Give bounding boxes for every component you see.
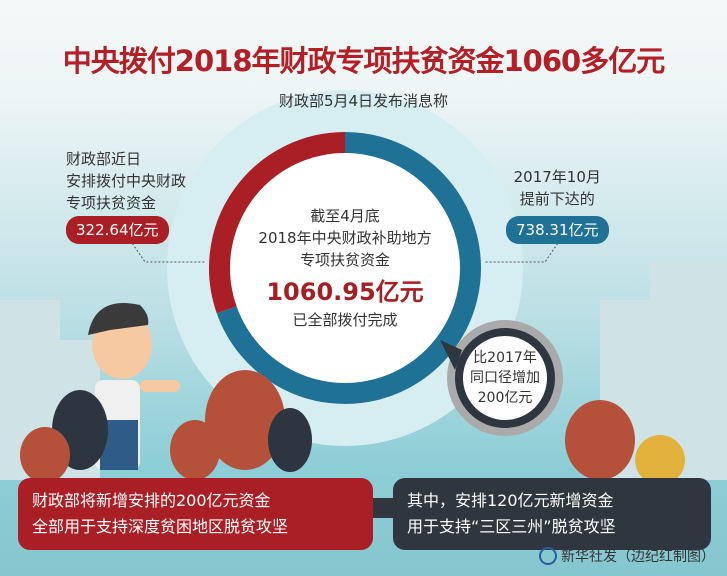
right-note-line: 2017年10月 (513, 168, 601, 186)
box-line: 财政部将新增安排的200亿元资金 (32, 491, 271, 510)
page-title: 中央拨付2018年财政专项扶贫资金1060多亿元 (62, 44, 665, 78)
left-amount-badge: 322.64亿元 (66, 216, 169, 244)
center-text: 截至4月底 2018年中央财政补助地方 专项扶贫资金 1060.95亿元 已全部… (235, 205, 455, 331)
donut-center (230, 153, 460, 383)
center-line: 2018年中央财政补助地方 (258, 229, 432, 247)
center-line: 截至4月底 (310, 207, 380, 225)
red-segment (209, 132, 346, 314)
bubble-line: 同口径增加 (470, 370, 540, 386)
left-leader-line (129, 239, 205, 263)
blue-segment (216, 132, 481, 404)
box-line: 用于支持“三区三州”脱贫攻坚 (407, 517, 616, 536)
box-line: 其中，安排120亿元新增资金 (407, 491, 614, 510)
bubble-line: 比2017年 (473, 350, 537, 366)
credit: 新华社发（边纪红制图） (539, 546, 715, 566)
left-note-line: 安排拨付中央财政 (66, 172, 187, 190)
box-connector (368, 498, 398, 518)
status-text: 已全部拨付完成 (292, 311, 398, 329)
increase-bubble: 比2017年 同口径增加 200亿元 (463, 348, 547, 408)
bubble-line: 200亿元 (477, 390, 533, 406)
money-bags (20, 370, 685, 485)
bottom-left-box: 财政部将新增安排的200亿元资金 全部用于支持深度贫困地区脱贫攻坚 (18, 478, 373, 550)
credit-text: 新华社发（边纪红制图） (561, 549, 715, 565)
bottom-right-box: 其中，安排120亿元新增资金 用于支持“三区三州”脱贫攻坚 (393, 478, 711, 550)
box-line: 全部用于支持深度贫困地区脱贫攻坚 (32, 517, 289, 536)
xinhua-logo-icon (539, 547, 557, 565)
right-note: 2017年10月 提前下达的 738.31亿元 (506, 166, 609, 244)
donut-chart (209, 132, 481, 404)
right-note-line: 提前下达的 (519, 190, 595, 208)
man-illustration (88, 303, 180, 470)
total-amount: 1060.95亿元 (266, 278, 424, 306)
subtitle: 财政部5月4日发布消息称 (278, 92, 449, 110)
left-note-line: 专项扶贫资金 (66, 194, 157, 212)
right-amount-badge: 738.31亿元 (506, 216, 609, 244)
left-note: 财政部近日 安排拨付中央财政 专项扶贫资金 322.64亿元 (66, 148, 186, 244)
right-leader-line (485, 239, 561, 263)
left-note-line: 财政部近日 (66, 150, 142, 168)
center-line: 专项扶贫资金 (299, 251, 390, 269)
